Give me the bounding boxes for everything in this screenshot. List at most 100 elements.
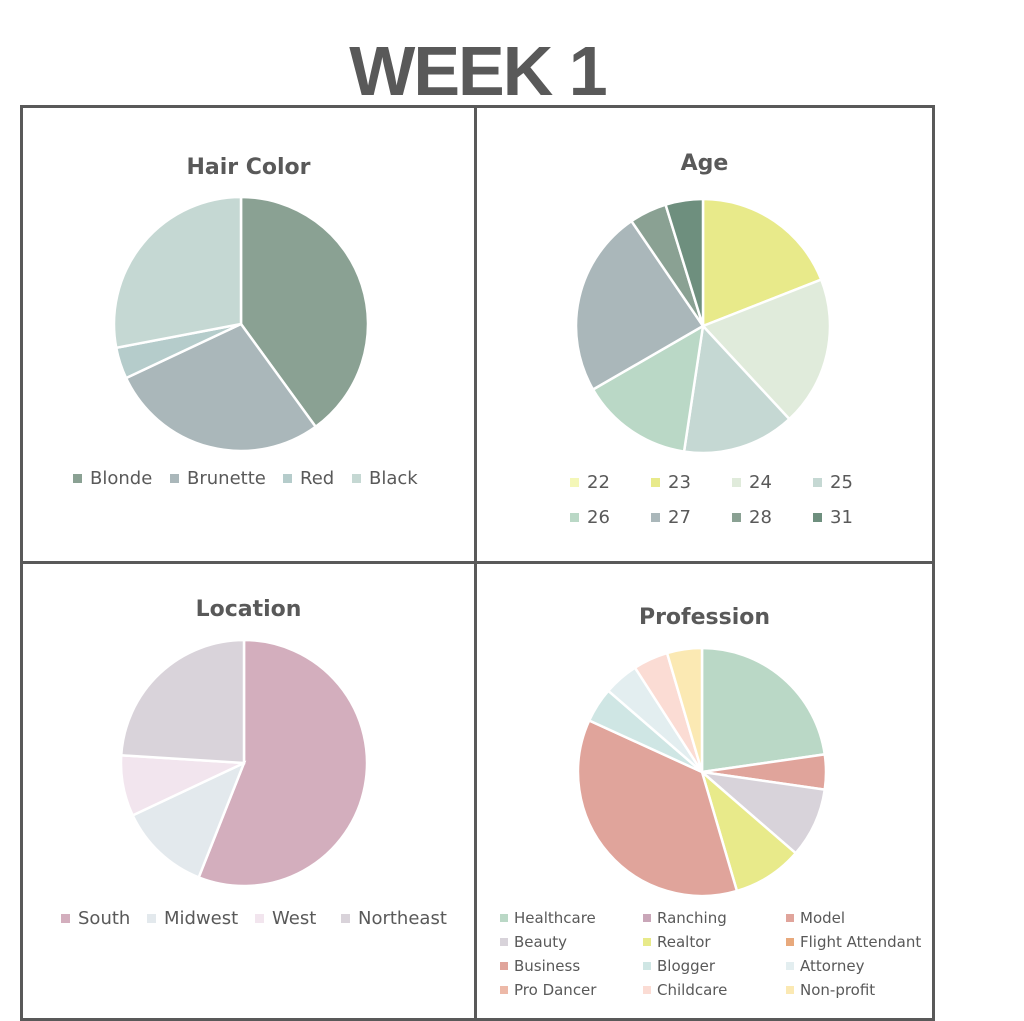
profession-legend-item-beauty: Beauty <box>500 933 567 951</box>
hair-color-pie-chart <box>112 195 370 453</box>
hair-color-legend-swatch <box>73 474 82 483</box>
profession-legend-swatch <box>500 914 508 922</box>
age-legend-swatch <box>570 513 579 522</box>
age-legend-swatch <box>651 478 660 487</box>
age-slice-26 <box>591 323 705 454</box>
age-slice-24 <box>700 277 832 421</box>
profession-legend-swatch <box>643 914 651 922</box>
age-legend-swatch <box>813 478 822 487</box>
profession-legend-label: Flight Attendant <box>800 933 922 951</box>
age-legend-item-23: 23 <box>651 472 691 493</box>
age-slice-27 <box>574 219 705 392</box>
hair-color-legend-item-black: Black <box>352 468 418 489</box>
profession-legend-swatch <box>643 986 651 994</box>
hair-color-slice-brunette <box>124 322 318 453</box>
age-legend-label: 25 <box>830 472 853 493</box>
hair-color-slice-black <box>112 195 243 350</box>
age-legend-item-26: 26 <box>570 507 610 528</box>
profession-legend-swatch <box>643 938 651 946</box>
profession-legend-swatch <box>643 962 651 970</box>
profession-legend-item-attorney: Attorney <box>786 957 864 975</box>
age-panel: Age 22 23 24 25 26 27 28 31 <box>474 105 935 564</box>
age-slice-31 <box>664 197 705 327</box>
profession-legend-item-pro-dancer: Pro Dancer <box>500 981 596 999</box>
age-legend-label: 23 <box>668 472 691 493</box>
profession-slice-healthcare <box>700 646 827 774</box>
hair-color-legend-item-blonde: Blonde <box>73 468 152 489</box>
age-legend-swatch <box>651 513 660 522</box>
profession-legend-swatch <box>786 962 794 970</box>
age-legend-label: 26 <box>587 507 610 528</box>
age-legend-item-28: 28 <box>732 507 772 528</box>
location-slice-midwest <box>131 760 247 879</box>
age-legend-label: 22 <box>587 472 610 493</box>
profession-legend-item-business: Business <box>500 957 580 975</box>
age-legend-item-24: 24 <box>732 472 772 493</box>
location-legend-swatch <box>61 914 70 923</box>
profession-legend-label: Ranching <box>657 909 727 927</box>
location-chart-title: Location <box>195 597 302 622</box>
hair-color-legend-item-red: Red <box>283 468 334 489</box>
profession-legend-swatch <box>500 986 508 994</box>
profession-legend-item-model: Model <box>786 909 845 927</box>
profession-legend-label: Business <box>514 957 581 975</box>
profession-pie-chart <box>576 646 828 898</box>
age-legend-item-27: 27 <box>651 507 691 528</box>
profession-legend-item-realtor: Realtor <box>643 933 711 951</box>
age-pie-chart <box>574 197 832 455</box>
location-slice-northeast <box>119 638 246 765</box>
age-slice-23 <box>701 197 823 328</box>
hair-color-legend-label: Black <box>369 468 418 489</box>
hair-color-legend-swatch <box>170 474 179 483</box>
hair-color-legend-item-brunette: Brunette <box>170 468 266 489</box>
profession-legend-item-flight-attendant: Flight Attendant <box>786 933 921 951</box>
hair-color-legend-label: Red <box>300 468 335 489</box>
location-legend-item-northeast: Northeast <box>341 908 447 929</box>
location-legend-swatch <box>255 914 264 923</box>
hair-color-legend-label: Brunette <box>187 468 266 489</box>
age-legend-swatch <box>813 513 822 522</box>
profession-legend-label: Realtor <box>657 933 711 951</box>
profession-legend-swatch <box>500 962 508 970</box>
location-legend-swatch <box>147 914 156 923</box>
profession-legend-label: Model <box>800 909 846 927</box>
age-legend-swatch <box>732 478 741 487</box>
profession-legend-swatch <box>786 938 794 946</box>
location-legend-item-west: West <box>255 908 316 929</box>
location-legend-label: West <box>272 908 317 929</box>
profession-legend-swatch <box>500 938 508 946</box>
hair-color-panel: Hair Color Blonde Brunette Red Black <box>20 105 477 564</box>
age-legend-label: 31 <box>830 507 853 528</box>
hair-color-legend-swatch <box>283 474 292 483</box>
location-pie-chart <box>119 638 369 888</box>
age-slice-25 <box>682 323 792 455</box>
profession-legend-item-blogger: Blogger <box>643 957 715 975</box>
hair-color-legend-swatch <box>352 474 361 483</box>
hair-color-legend-label: Blonde <box>90 468 153 489</box>
location-legend-swatch <box>341 914 350 923</box>
profession-legend-label: Non-profit <box>800 981 876 999</box>
location-legend-label: South <box>78 908 131 929</box>
age-legend-item-25: 25 <box>813 472 853 493</box>
profession-legend-label: Healthcare <box>514 909 596 927</box>
profession-slice-non-profit <box>665 646 704 773</box>
profession-legend-item-ranching: Ranching <box>643 909 727 927</box>
age-legend-item-31: 31 <box>813 507 853 528</box>
age-legend-label: 27 <box>668 507 691 528</box>
profession-legend-label: Pro Dancer <box>514 981 597 999</box>
profession-legend-item-healthcare: Healthcare <box>500 909 596 927</box>
profession-chart-title: Profession <box>638 605 771 630</box>
location-legend-item-midwest: Midwest <box>147 908 238 929</box>
age-chart-title: Age <box>680 151 729 176</box>
profession-panel: Profession Healthcare Ranching Model Beauty… <box>474 561 935 1021</box>
location-panel: Location South Midwest West Northeast <box>20 561 477 1021</box>
age-legend-label: 24 <box>749 472 772 493</box>
age-legend-swatch <box>732 513 741 522</box>
profession-slice-business <box>576 718 739 898</box>
location-legend-label: Northeast <box>358 908 447 929</box>
profession-legend-label: Beauty <box>514 933 567 951</box>
profession-legend-label: Childcare <box>657 981 728 999</box>
profession-legend-swatch <box>786 986 794 994</box>
location-legend-label: Midwest <box>164 908 239 929</box>
age-legend-label: 28 <box>749 507 772 528</box>
